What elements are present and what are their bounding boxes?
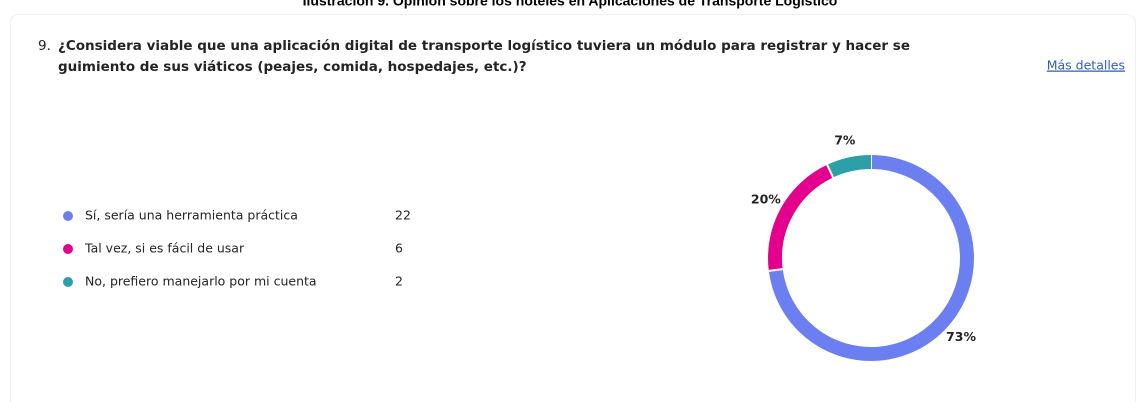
legend-dot: [63, 277, 73, 287]
donut-slice: [827, 155, 872, 178]
legend-count: 22: [395, 208, 411, 223]
donut-slice: [768, 164, 834, 271]
legend-label: Tal vez, si es fácil de usar: [84, 241, 245, 256]
legend-label: No, prefiero manejarlo por mi cuenta: [85, 274, 317, 289]
question-line: guimiento de sus viáticos (peajes, comid…: [58, 59, 527, 75]
donut-slice: [768, 155, 974, 361]
caption: Ilustración 9. Opinión sobre los hoteles…: [303, 0, 838, 9]
details-link[interactable]: Más detalles: [1047, 58, 1125, 73]
question-number: 9.: [38, 38, 51, 54]
slice-label: 73%: [946, 329, 976, 344]
legend-dot: [63, 211, 73, 221]
slice-label: 20%: [751, 192, 781, 207]
slice-gap: [767, 268, 784, 273]
legend-label: Sí, sería una herramienta práctica: [85, 208, 298, 223]
legend: Sí, sería una herramienta práctica 22 Tal …: [63, 208, 411, 289]
card: [10, 14, 1136, 402]
slice-label: 7%: [834, 132, 856, 147]
slice-gap: [825, 163, 835, 179]
legend-count: 2: [395, 274, 403, 289]
legend-count: 6: [395, 241, 403, 256]
legend-dot: [63, 244, 73, 254]
question-line: ¿Considera viable que una aplicación dig…: [58, 38, 910, 54]
donut-chart: 73% 20% 7%: [751, 132, 976, 361]
